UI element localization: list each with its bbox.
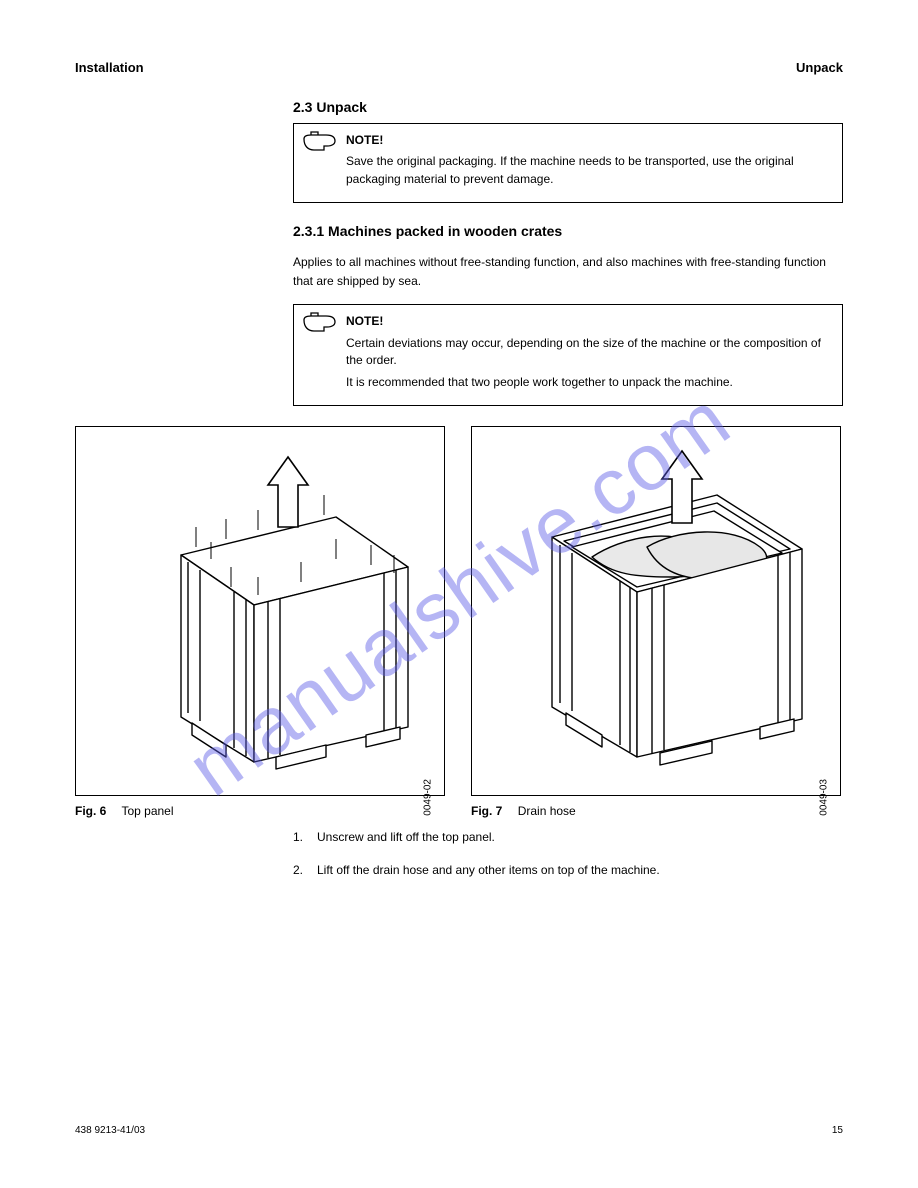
note2-line1: Certain deviations may occur, depending … — [346, 335, 830, 370]
note-box-1: NOTE! Save the original packaging. If th… — [293, 123, 843, 203]
pointing-hand-icon — [302, 130, 338, 157]
figure-text-left: Top panel — [121, 804, 173, 818]
figure-right: 0049-03 — [471, 426, 841, 796]
header-right: Unpack — [796, 60, 843, 75]
step-1: 1. Unscrew and lift off the top panel. — [293, 828, 843, 847]
note2-title: NOTE! — [346, 313, 830, 330]
step-2-text: Lift off the drain hose and any other it… — [317, 861, 660, 880]
step-1-num: 1. — [293, 828, 307, 847]
figure-num-left: Fig. 6 — [75, 804, 106, 818]
step-1-text: Unscrew and lift off the top panel. — [317, 828, 495, 847]
step-2: 2. Lift off the drain hose and any other… — [293, 861, 843, 880]
figure-caption-left: Fig. 6 Top panel — [75, 804, 445, 818]
figure-ref-left: 0049-02 — [423, 779, 434, 816]
section-title: 2.3 Unpack — [293, 99, 843, 115]
note-box-2: NOTE! Certain deviations may occur, depe… — [293, 304, 843, 406]
footer-left: 438 9213-41/03 — [75, 1125, 145, 1136]
figure-text-right: Drain hose — [518, 804, 576, 818]
figure-num-right: Fig. 7 — [471, 804, 502, 818]
pointing-hand-icon — [302, 311, 338, 338]
page-header: Installation Unpack — [75, 60, 843, 75]
figure-left: 0049-02 — [75, 426, 445, 796]
figure-ref-right: 0049-03 — [819, 779, 830, 816]
footer-right: 15 — [832, 1125, 843, 1136]
intro-paragraph: Applies to all machines without free-sta… — [293, 253, 843, 290]
note2-line2: It is recommended that two people work t… — [346, 374, 830, 391]
header-left: Installation — [75, 60, 144, 75]
crate-top-panel-illustration — [76, 427, 446, 797]
page-footer: 438 9213-41/03 15 — [75, 1125, 843, 1136]
crate-drain-hose-illustration — [472, 427, 842, 797]
note1-text: Save the original packaging. If the mach… — [346, 153, 830, 188]
note1-title: NOTE! — [346, 132, 830, 149]
subsection-title: 2.3.1 Machines packed in wooden crates — [293, 223, 843, 239]
step-2-num: 2. — [293, 861, 307, 880]
figure-caption-right: Fig. 7 Drain hose — [471, 804, 841, 818]
